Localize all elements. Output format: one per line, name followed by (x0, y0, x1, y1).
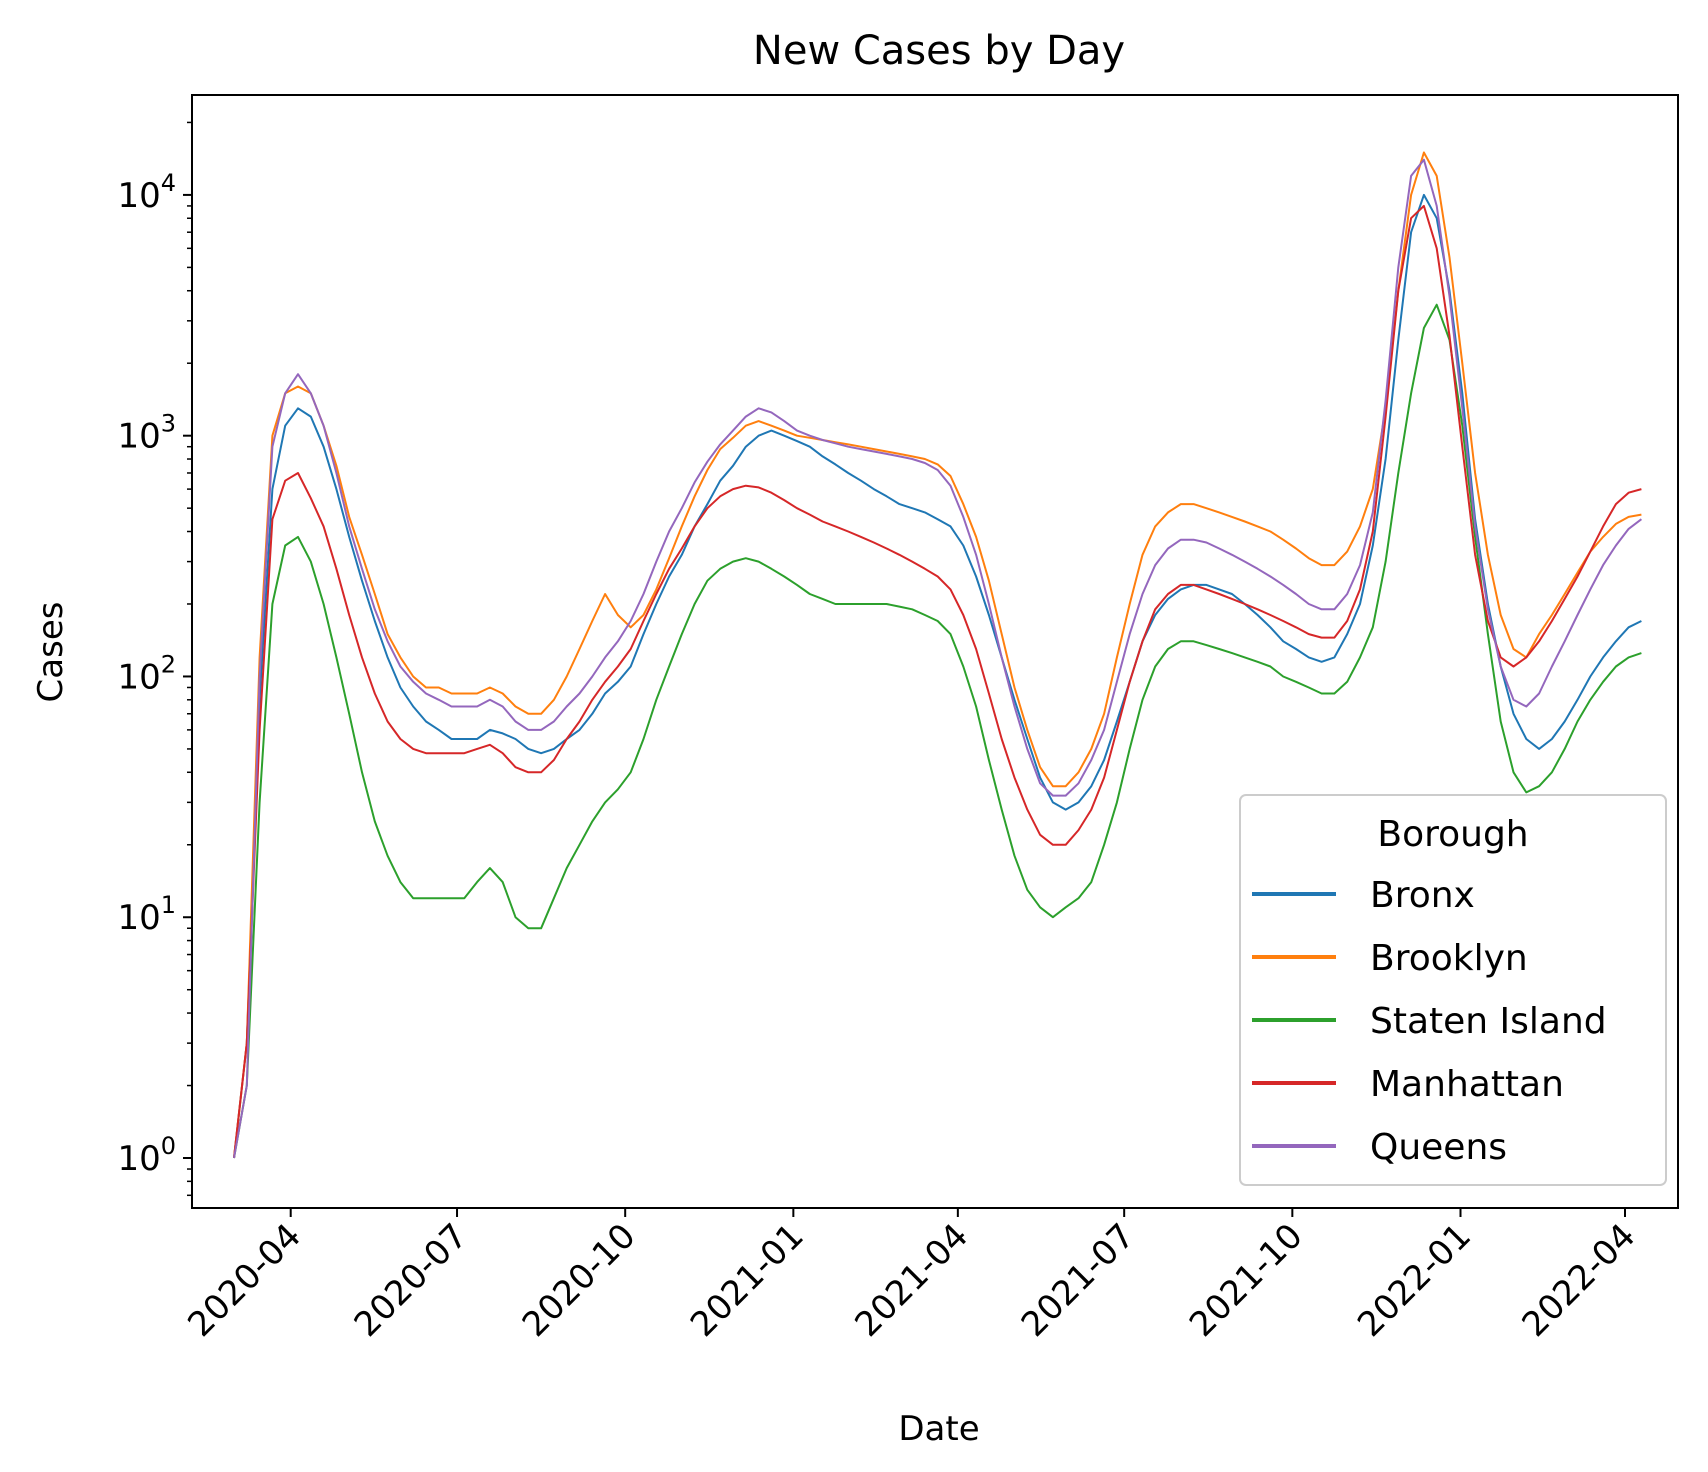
y-axis-title: Cases (31, 602, 71, 703)
y-axis: 100 101 102 103 104 (117, 121, 192, 1197)
plot-lines (233, 151, 1643, 1159)
legend: Borough Bronx Brooklyn Staten Island Manhat… (1239, 794, 1667, 1186)
legend-title: Borough (1377, 814, 1528, 855)
y-tick-label: 103 (117, 410, 176, 457)
series-line-staten-island (233, 303, 1642, 1159)
legend-entries: Bronx Brooklyn Staten Island Manhattan Queen… (1252, 875, 1607, 1168)
series-line-queens (233, 158, 1643, 1159)
y-tick-label: 100 (117, 1132, 176, 1179)
y-tick-label: 101 (117, 891, 176, 938)
series-line-manhattan (233, 204, 1642, 1159)
legend-label: Queens (1370, 1127, 1507, 1168)
legend-label: Manhattan (1370, 1064, 1564, 1105)
y-tick-label: 102 (117, 650, 176, 697)
legend-box (1239, 794, 1667, 1186)
legend-label: Bronx (1370, 875, 1475, 916)
y-tick-label: 104 (117, 169, 176, 216)
legend-label: Staten Island (1370, 1001, 1607, 1042)
legend-label: Brooklyn (1370, 938, 1528, 979)
x-axis-title: Date (898, 1409, 979, 1449)
series-line-bronx (233, 193, 1642, 1159)
plot-frame (191, 94, 1679, 1209)
series-line-brooklyn (233, 151, 1642, 1159)
chart-title: New Cases by Day (753, 28, 1125, 74)
